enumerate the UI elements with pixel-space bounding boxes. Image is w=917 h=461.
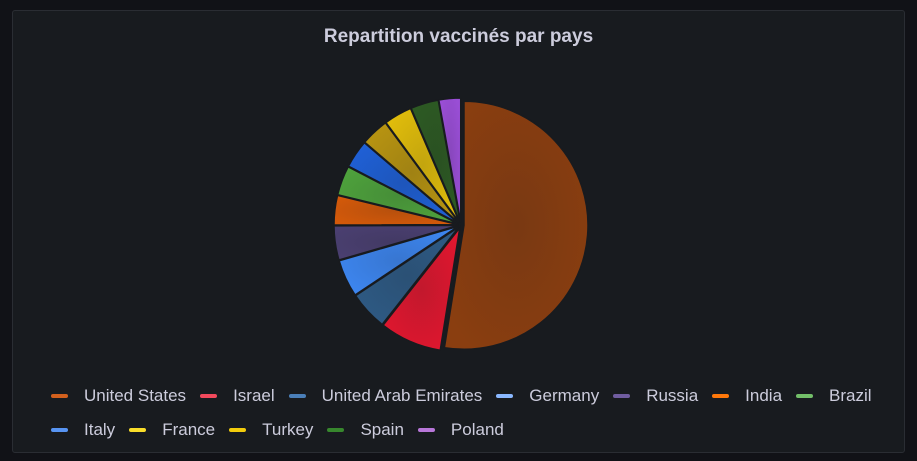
legend-item-france[interactable]: France <box>129 413 215 447</box>
legend-swatch-icon <box>496 394 514 398</box>
legend-label: Germany <box>529 386 600 405</box>
pie-slice-united-states[interactable] <box>443 100 589 350</box>
legend-label: Israel <box>233 386 275 405</box>
legend-label: France <box>162 420 216 439</box>
legend-swatch-icon <box>229 428 247 432</box>
legend-swatch-icon <box>129 428 147 432</box>
chart-legend: United States Israel United Arab Emirates G… <box>51 379 891 447</box>
pie-chart <box>333 97 589 352</box>
legend-label: India <box>745 386 783 405</box>
legend-swatch-icon <box>796 394 814 398</box>
legend-swatch-icon <box>327 428 345 432</box>
legend-label: Brazil <box>829 386 872 405</box>
pie-slice-israel[interactable] <box>382 225 461 352</box>
legend-swatch-icon <box>200 394 218 398</box>
legend-swatch-icon <box>613 394 631 398</box>
pie-slice-germany[interactable] <box>338 225 459 296</box>
legend-swatch-icon <box>51 394 68 398</box>
legend-item-spain[interactable]: Spain <box>327 413 404 447</box>
legend-label: Italy <box>84 420 116 439</box>
legend-label: United States <box>84 386 187 405</box>
legend-label: Turkey <box>262 420 314 439</box>
legend-swatch-icon <box>712 394 730 398</box>
legend-item-united-states[interactable]: United States <box>51 379 186 413</box>
pie-slice-russia[interactable] <box>333 224 459 261</box>
legend-item-russia[interactable]: Russia <box>613 379 698 413</box>
legend-item-india[interactable]: India <box>712 379 782 413</box>
legend-item-poland[interactable]: Poland <box>417 413 504 447</box>
legend-item-israel[interactable]: Israel <box>200 379 275 413</box>
legend-swatch-icon <box>288 394 306 398</box>
legend-item-united-arab-emirates[interactable]: United Arab Emirates <box>288 379 483 413</box>
legend-label: Poland <box>450 420 504 439</box>
legend-label: United Arab Emirates <box>321 386 483 405</box>
pie-chart-panel: Repartition vaccinés par pays United Sta… <box>12 10 905 453</box>
legend-label: Russia <box>646 386 699 405</box>
pie-slice-poland[interactable] <box>437 97 462 223</box>
legend-label: Spain <box>360 420 404 439</box>
legend-item-brazil[interactable]: Brazil <box>796 379 872 413</box>
legend-swatch-icon <box>417 428 435 432</box>
legend-item-turkey[interactable]: Turkey <box>229 413 313 447</box>
pie-slice-united-arab-emirates[interactable] <box>354 226 460 326</box>
panel-title: Repartition vaccinés par pays <box>323 26 594 47</box>
legend-item-italy[interactable]: Italy <box>51 413 115 447</box>
legend-swatch-icon <box>51 428 68 432</box>
legend-item-germany[interactable]: Germany <box>496 379 599 413</box>
